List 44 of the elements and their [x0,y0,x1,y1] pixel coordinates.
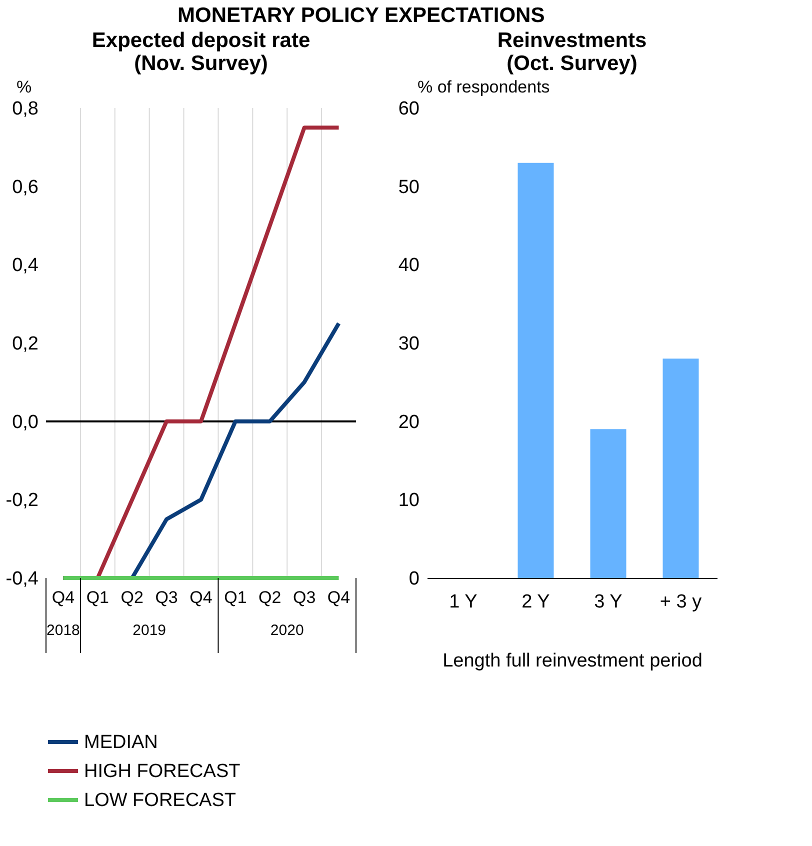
x-tick-label: 3 Y [594,592,623,612]
y-tick-label: 0,0 [12,412,38,433]
legend-label: LOW FORECAST [84,790,236,811]
y-tick-label: 0,4 [12,255,39,276]
x-tick-label: Q3 [292,588,316,607]
x-tick-label: Q3 [155,588,178,607]
y-tick-label: -0,4 [6,568,39,590]
x-tick-label: Q1 [224,588,247,607]
x-axis-title: Length full reinvestment period [442,650,702,672]
y-tick-label: 30 [398,334,420,354]
y-axis-title: % [16,78,32,96]
text: MONETARY POLICY EXPECTATIONS [178,4,545,27]
x-tick-label: Q4 [327,588,350,607]
y-tick-label: 50 [398,176,420,198]
y-tick-label: 20 [398,412,420,433]
y-tick-label: 40 [398,255,420,276]
y-tick-label: 0,6 [12,176,38,198]
legend-label: MEDIAN [84,732,158,753]
x-tick-label: 1 Y [449,592,478,612]
text: 2020 [270,622,304,639]
x-tick-label: Q2 [258,588,282,607]
text: (Nov. Survey) [134,52,268,75]
y-axis-title: % of respondents [418,78,550,96]
y-tick-label: -0,2 [6,490,38,512]
text: Expected deposit rate [92,29,310,52]
y-tick-label: 0,2 [12,334,38,354]
text: Reinvestments [497,29,647,52]
text: 2018 [46,622,80,639]
x-tick-label: Q4 [52,588,75,607]
x-tick-label: Q1 [86,588,110,607]
x-tick-label: Q2 [120,588,144,607]
y-tick-label: 0 [408,568,420,590]
y-tick-label: 10 [398,490,420,512]
text: (Oct. Survey) [506,52,638,75]
bar [662,358,699,578]
legend-label: HIGH FORECAST [84,761,241,782]
x-tick-label: + 3 y [660,592,702,612]
bar [590,429,626,578]
x-tick-label: Q4 [190,588,212,607]
text: 2019 [132,622,166,639]
y-tick-label: 60 [398,98,420,120]
bar [518,162,554,578]
x-tick-label: 2 Y [522,592,550,612]
y-tick-label: 0,8 [12,98,38,120]
